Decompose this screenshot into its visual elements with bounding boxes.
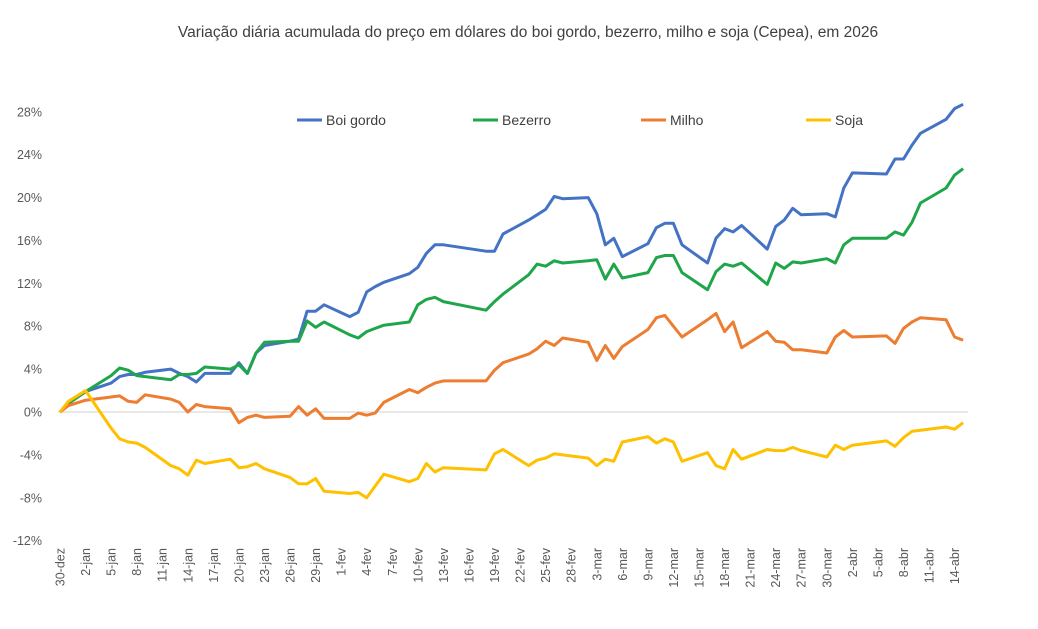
x-tick-label: 7-fev bbox=[386, 547, 400, 576]
x-tick-label: 5-jan bbox=[105, 548, 119, 576]
x-tick-label: 4-fev bbox=[360, 547, 374, 576]
x-tick-label: 25-fev bbox=[539, 547, 553, 582]
x-tick-label: 26-jan bbox=[284, 548, 298, 583]
legend-label: Bezerro bbox=[502, 112, 551, 128]
x-tick-label: 16-fev bbox=[462, 547, 476, 582]
x-tick-label: 2-jan bbox=[79, 548, 93, 576]
series-lines bbox=[58, 102, 965, 500]
x-tick-label: 28-fev bbox=[565, 547, 579, 582]
x-tick-label: 30-dez bbox=[54, 548, 68, 586]
series-line-soja bbox=[58, 389, 965, 500]
x-tick-label: 3-mar bbox=[590, 548, 604, 581]
x-tick-label: 8-jan bbox=[130, 548, 144, 576]
x-tick-label: 1-fev bbox=[335, 547, 349, 576]
x-tick-label: 17-jan bbox=[207, 548, 221, 583]
x-tick-label: 27-mar bbox=[795, 548, 809, 588]
legend-label: Soja bbox=[835, 112, 863, 128]
legend-label: Boi gordo bbox=[326, 112, 386, 128]
x-tick-label: 29-jan bbox=[309, 548, 323, 583]
y-axis: -12% -8% -4% 0% 4% 8% 12% 16% 20% 24% 28% bbox=[13, 105, 42, 548]
y-tick-label: 24% bbox=[17, 148, 42, 162]
x-tick-label: 20-jan bbox=[232, 548, 246, 583]
y-tick-label: 8% bbox=[24, 320, 42, 334]
legend-item: Milho bbox=[641, 112, 704, 128]
x-tick-label: 9-mar bbox=[641, 548, 655, 581]
y-tick-label: 12% bbox=[17, 277, 42, 291]
y-tick-label: 0% bbox=[24, 406, 42, 420]
x-tick-label: 11-jan bbox=[156, 548, 170, 582]
x-tick-label: 6-mar bbox=[616, 548, 630, 581]
series-line-boi-gordo bbox=[58, 102, 964, 414]
legend-label: Milho bbox=[670, 112, 704, 128]
chart-title: Variação diária acumulada do preço em dó… bbox=[178, 24, 878, 41]
x-tick-label: 21-mar bbox=[744, 548, 758, 588]
y-tick-label: 16% bbox=[17, 234, 42, 248]
x-tick-label: 13-fev bbox=[437, 547, 451, 582]
x-tick-label: 19-fev bbox=[488, 547, 502, 582]
x-axis: 30-dez 2-jan 5-jan 8-jan 11-jan 14-jan 17-jan 2… bbox=[54, 547, 963, 587]
x-tick-label: 18-mar bbox=[718, 548, 732, 588]
x-tick-label: 22-fev bbox=[514, 547, 528, 582]
x-tick-label: 30-mar bbox=[820, 548, 834, 588]
x-tick-label: 10-fev bbox=[411, 547, 425, 582]
y-tick-label: -8% bbox=[20, 491, 42, 505]
legend-item: Bezerro bbox=[473, 112, 551, 128]
x-tick-label: 8-abr bbox=[897, 548, 911, 577]
y-tick-label: 4% bbox=[24, 363, 42, 377]
x-tick-label: 23-jan bbox=[258, 548, 272, 583]
legend-item: Boi gordo bbox=[297, 112, 386, 128]
legend: Boi gordo Bezerro Milho Soja bbox=[297, 112, 863, 128]
x-tick-label: 12-mar bbox=[667, 548, 681, 588]
y-tick-label: 28% bbox=[17, 105, 42, 119]
series-line-bezerro bbox=[58, 167, 965, 414]
x-tick-label: 15-mar bbox=[693, 548, 707, 588]
y-tick-label: -12% bbox=[13, 534, 42, 548]
x-tick-label: 14-abr bbox=[948, 548, 962, 584]
x-tick-label: 5-abr bbox=[871, 548, 885, 577]
legend-item: Soja bbox=[806, 112, 863, 128]
x-tick-label: 2-abr bbox=[846, 548, 860, 577]
y-tick-label: 20% bbox=[17, 191, 42, 205]
x-tick-label: 24-mar bbox=[769, 548, 783, 588]
y-tick-label: -4% bbox=[20, 448, 42, 462]
series-line-milho bbox=[59, 311, 964, 425]
x-tick-label: 11-abr bbox=[923, 548, 937, 583]
x-tick-label: 14-jan bbox=[181, 548, 195, 583]
